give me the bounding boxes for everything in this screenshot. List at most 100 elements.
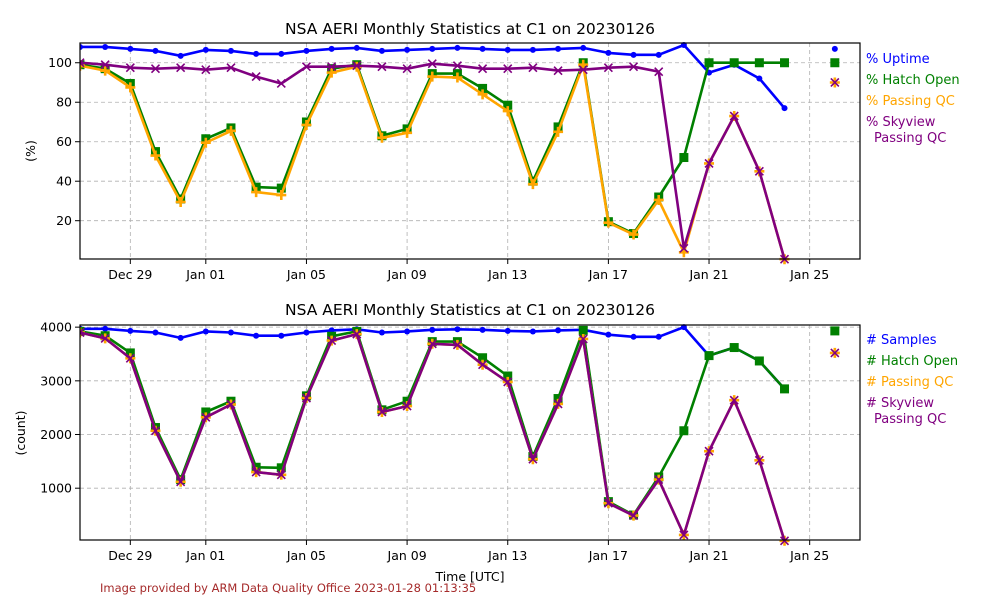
data-point — [327, 336, 337, 346]
data-point — [454, 44, 461, 51]
data-point — [251, 467, 261, 477]
legend-entry-continued: Passing QC — [874, 412, 946, 427]
ticks: Dec 29 Jan 01 Jan 05 Jan 09 Jan 13 Jan 17 Jan … — [48, 55, 829, 282]
data-point — [227, 47, 234, 54]
data-point — [352, 329, 362, 339]
data-point — [503, 371, 513, 381]
data-point — [301, 393, 312, 403]
data-point — [479, 326, 486, 333]
data-point — [251, 187, 262, 198]
data-point — [427, 71, 438, 82]
series--skyview-passing-qc — [80, 58, 840, 264]
y-tick-label: 60 — [56, 134, 72, 149]
data-point — [653, 194, 664, 205]
y-axis-label: (count) — [13, 410, 28, 455]
x-tick-label: Dec 29 — [108, 267, 152, 282]
data-point — [756, 75, 763, 82]
data-point — [352, 61, 362, 71]
data-point — [125, 348, 135, 358]
data-point — [603, 217, 614, 228]
data-point — [378, 329, 385, 336]
data-point — [80, 327, 85, 338]
data-point — [830, 58, 840, 68]
x-tick-label: Jan 21 — [688, 548, 728, 563]
data-point — [503, 100, 513, 110]
data-point — [125, 82, 136, 93]
data-point — [80, 58, 85, 68]
y-tick-label: 3000 — [40, 373, 72, 388]
x-tick-label: Dec 29 — [108, 548, 152, 563]
data-point — [527, 179, 538, 190]
data-point — [125, 63, 135, 73]
data-point — [253, 50, 260, 57]
data-point — [276, 470, 286, 480]
data-point — [655, 333, 662, 340]
data-point — [377, 62, 387, 72]
data-point — [729, 395, 739, 405]
data-point — [529, 46, 536, 53]
data-point — [100, 60, 110, 70]
chart-sample-count: NSA AERI Monthly Statistics at C1 on 202… — [13, 301, 958, 584]
series-line — [80, 65, 835, 260]
data-point — [605, 331, 612, 338]
data-point — [227, 329, 234, 336]
data-point — [427, 339, 437, 349]
legend: # Samples # Hatch Open # Passing QC # Skyvi… — [866, 333, 958, 427]
data-point — [452, 72, 463, 83]
legend-entry: # Samples — [866, 333, 937, 348]
series-line — [80, 63, 835, 234]
x-tick-label: Jan 13 — [487, 267, 527, 282]
x-tick-label: Jan 25 — [789, 548, 829, 563]
data-point — [630, 51, 637, 58]
data-point — [605, 49, 612, 56]
legend: % Uptime % Hatch Open % Passing QC % Skyvie… — [866, 52, 960, 146]
ticks: Dec 29 Jan 01 Jan 05 Jan 09 Jan 13 Jan 17 Jan … — [40, 320, 829, 563]
y-tick-label: 2000 — [40, 427, 72, 442]
x-tick-label: Jan 17 — [588, 548, 628, 563]
chart-uptime-percent: NSA AERI Monthly Statistics at C1 on 202… — [23, 20, 960, 282]
data-point — [102, 325, 109, 332]
data-point — [502, 106, 513, 117]
series--hatch-open — [80, 58, 840, 239]
y-tick-label: 80 — [56, 95, 72, 110]
data-point — [80, 327, 85, 338]
data-point — [301, 119, 312, 130]
legend-entry-continued: Passing QC — [874, 131, 946, 146]
data-point — [376, 132, 387, 143]
data-point — [503, 377, 513, 387]
data-point — [478, 360, 488, 370]
y-tick-label: 4000 — [40, 320, 72, 335]
data-point — [452, 340, 462, 350]
data-point — [754, 356, 764, 366]
data-point — [102, 43, 109, 50]
x-axis-label: Time [UTC] — [434, 569, 504, 584]
legend-entry: % Skyview — [866, 115, 936, 130]
data-point — [781, 105, 788, 112]
x-tick-label: Jan 25 — [789, 267, 829, 282]
data-point — [175, 196, 186, 207]
data-point — [303, 47, 310, 54]
y-tick-label: 40 — [56, 174, 72, 189]
data-point — [555, 327, 562, 334]
data-point — [251, 71, 261, 82]
data-point — [377, 407, 387, 417]
data-point — [150, 150, 161, 161]
data-point — [578, 65, 588, 75]
data-point — [704, 58, 714, 68]
series-line — [80, 63, 835, 260]
data-point — [578, 334, 588, 344]
legend-entry: % Passing QC — [866, 94, 955, 109]
data-point — [580, 44, 587, 51]
data-point — [679, 530, 689, 540]
data-point — [202, 46, 209, 53]
y-tick-label: 100 — [48, 55, 72, 70]
x-tick-label: Jan 09 — [387, 548, 427, 563]
data-point — [729, 343, 739, 353]
data-point — [780, 384, 790, 394]
series-line — [80, 333, 835, 541]
data-point — [278, 332, 285, 339]
data-point — [127, 327, 134, 334]
data-point — [176, 477, 186, 487]
chart-title: NSA AERI Monthly Statistics at C1 on 202… — [285, 20, 655, 38]
